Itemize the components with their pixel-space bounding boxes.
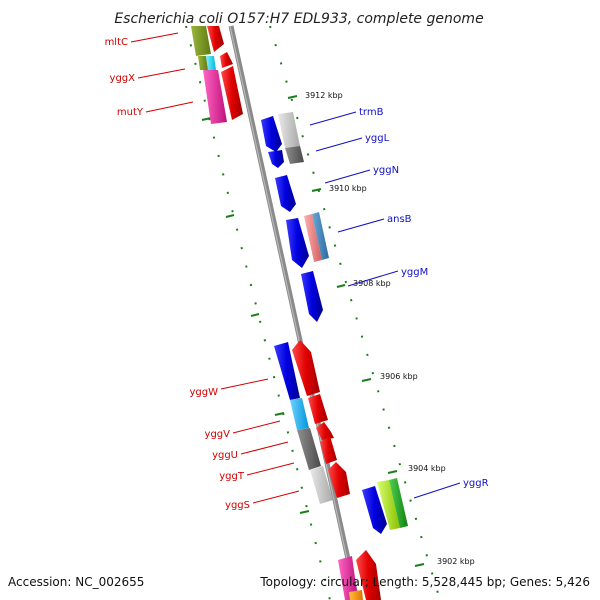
gene-yggS-red[interactable] [328,462,350,498]
gene-yggR-green[interactable] [389,478,408,528]
gene-mutY-right[interactable] [221,66,243,120]
gene-ansB-salmon[interactable] [304,214,322,262]
gene-labels-right: trmB yggL yggN ansB yggM yggR [359,107,489,489]
gene-yggL-lgray[interactable] [278,112,300,148]
genome-backbone [228,25,360,600]
map-title: Escherichia coli O157:H7 EDL933, complet… [114,11,483,27]
scale-labels: 3912 kbp 3910 kbp 3908 kbp 3906 kbp 3904… [305,91,475,566]
gene-bottom-orange[interactable] [349,590,363,600]
gene-yggW-red[interactable] [292,340,320,396]
label-yggT[interactable]: yggT [219,471,245,482]
gene-yggS-lgray[interactable] [310,466,333,504]
label-yggX[interactable]: yggX [110,73,136,84]
label-trmB[interactable]: trmB [359,107,384,118]
gene-bottom-red[interactable] [356,550,381,600]
gene-yggX-a[interactable] [198,56,208,70]
gene-trmB-blue[interactable] [261,116,282,152]
gene-yggU-red[interactable] [316,422,334,440]
kbp-label-3912: 3912 kbp [305,91,343,100]
label-yggV[interactable]: yggV [205,429,231,440]
gene-yggX-c[interactable] [220,52,233,68]
leader-lines-right [309,111,461,499]
accession-text: Accession: NC_002655 [8,575,145,589]
label-yggL[interactable]: yggL [365,133,390,144]
gene-labels-left: mltC yggX mutY yggW yggV yggU yggT yggS [105,37,250,511]
gene-yggU-dgray[interactable] [297,428,321,470]
kbp-label-3902: 3902 kbp [437,557,475,566]
gene-ansB-blue[interactable] [286,218,309,268]
left-ring-dots [185,25,331,600]
gene-small-blue[interactable] [268,150,284,168]
kbp-label-3908: 3908 kbp [353,279,391,288]
gene-yggT-red[interactable] [320,436,337,464]
label-mutY[interactable]: mutY [117,107,144,118]
gene-yggV-red[interactable] [308,394,328,424]
label-mltC[interactable]: mltC [105,37,128,48]
kbp-label-3906: 3906 kbp [380,372,418,381]
label-yggS[interactable]: yggS [225,500,250,511]
label-yggU[interactable]: yggU [212,450,238,461]
gene-features [191,26,408,600]
gene-yggM-blue[interactable] [301,271,323,322]
label-yggM[interactable]: yggM [401,267,428,278]
gene-yggN-blue[interactable] [275,175,296,212]
gene-yggX-b[interactable] [206,56,216,70]
leader-lines-left [130,32,300,504]
label-yggR[interactable]: yggR [463,478,489,489]
label-yggW[interactable]: yggW [189,387,218,398]
gene-mltC-right[interactable] [207,26,224,52]
gene-yggL-dgray[interactable] [285,146,304,164]
gene-bottom-pink[interactable] [338,556,358,600]
kbp-label-3910: 3910 kbp [329,184,367,193]
topology-text: Topology: circular; Length: 5,528,445 bp… [260,575,590,589]
gene-mltC-left[interactable] [191,26,211,56]
gene-ansB-steel[interactable] [312,212,329,260]
label-ansB[interactable]: ansB [387,214,412,225]
gene-mutY-left[interactable] [203,70,227,124]
scale-tick-marks [201,95,425,567]
gene-yggV-sky[interactable] [290,398,309,430]
label-yggN[interactable]: yggN [373,165,399,176]
gene-yggR-lime[interactable] [377,480,400,530]
gene-yggW-blue[interactable] [274,342,300,400]
kbp-label-3904: 3904 kbp [408,464,446,473]
gene-yggR-blue[interactable] [362,486,387,534]
